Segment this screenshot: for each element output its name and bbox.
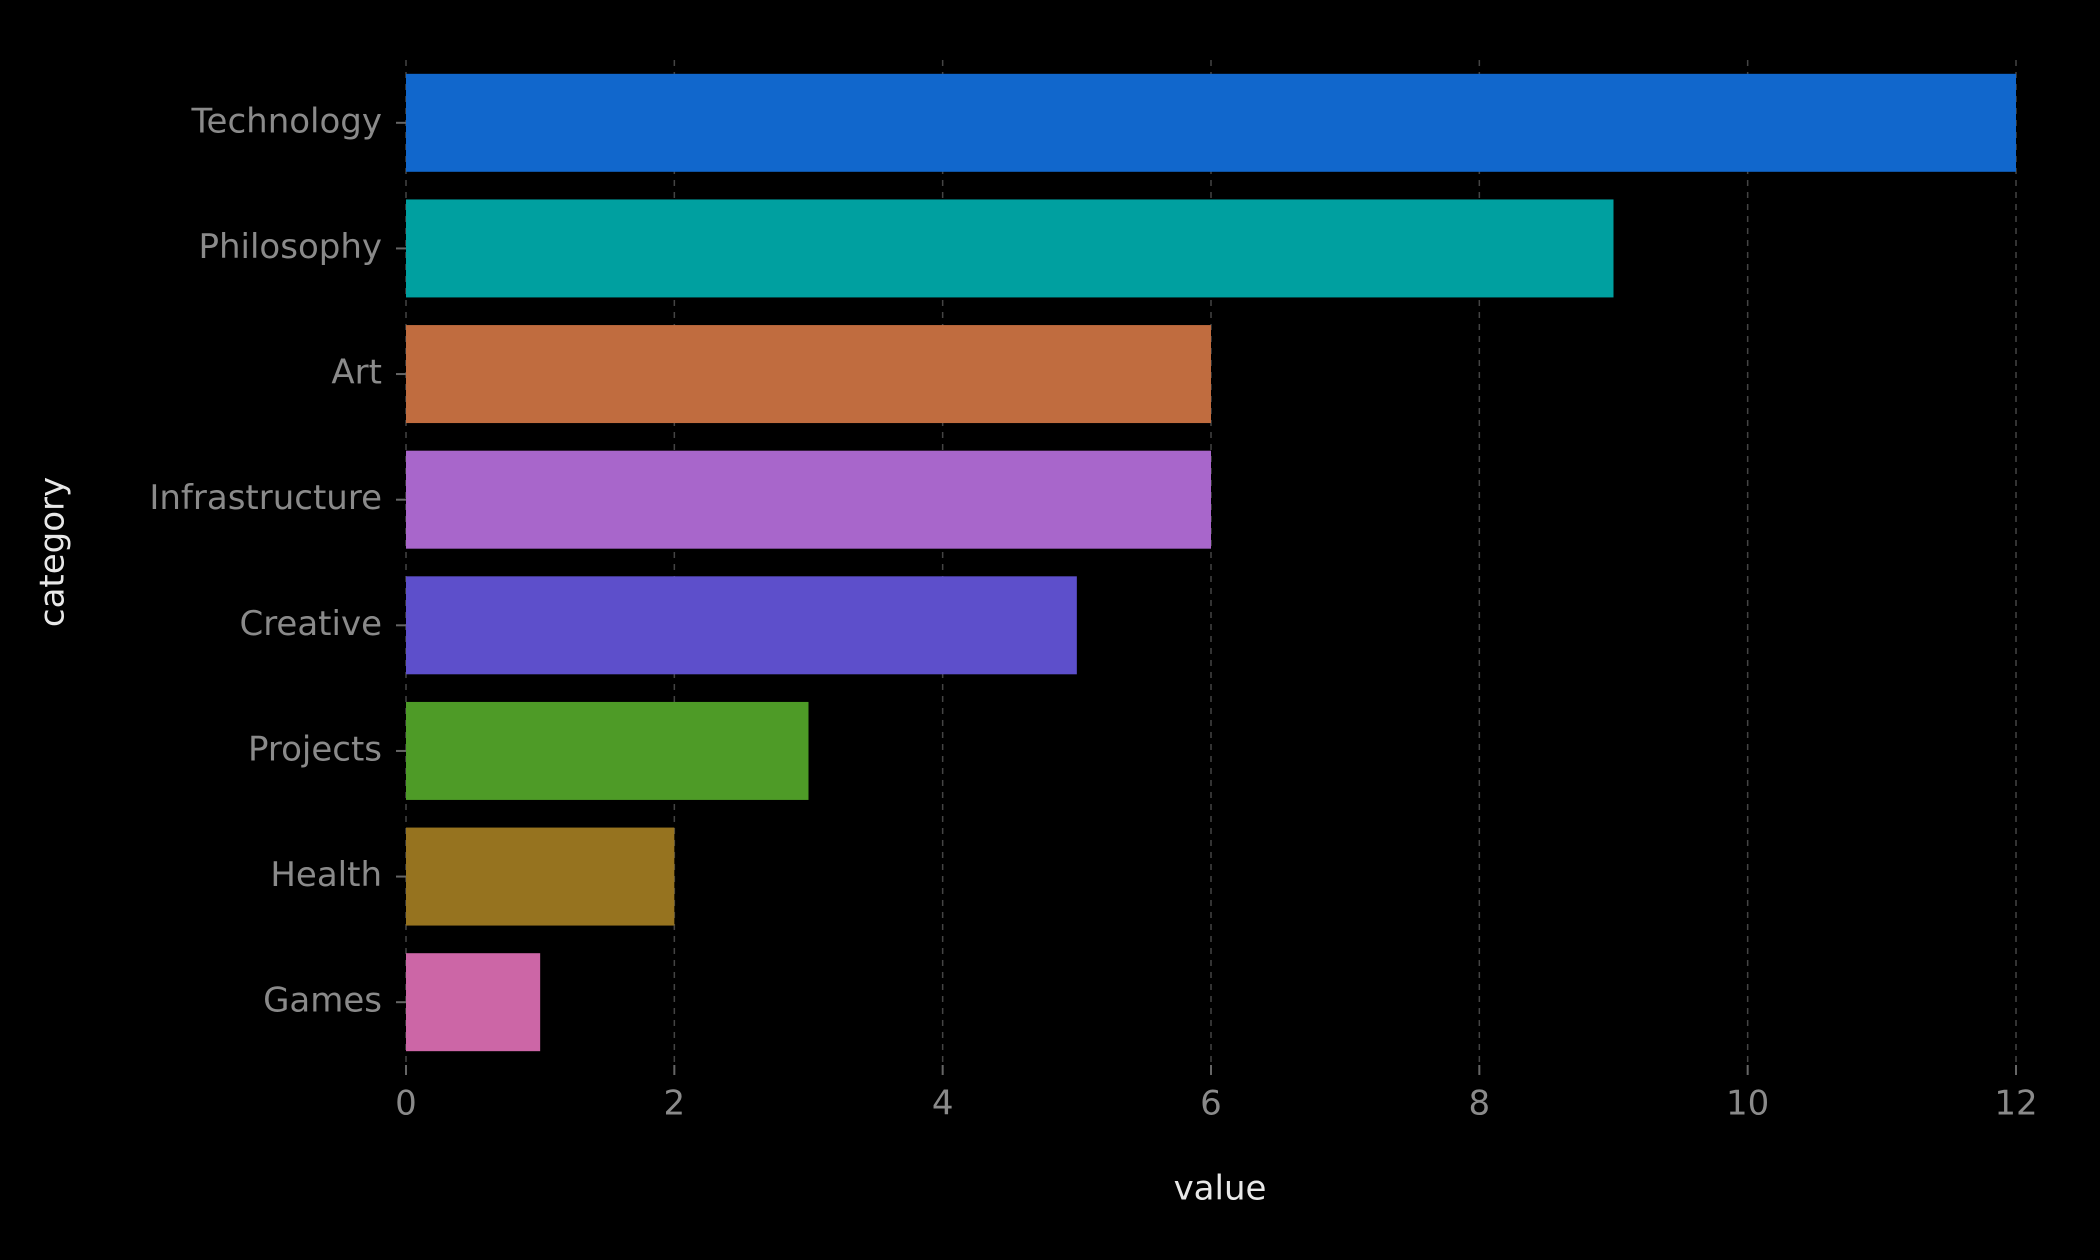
x-tick-label: 4 <box>932 1084 954 1124</box>
x-tick-label: 6 <box>1200 1084 1222 1124</box>
y-tick-label: Creative <box>239 604 382 644</box>
y-axis-title: category <box>33 477 73 627</box>
y-tick-label: Technology <box>191 101 382 141</box>
x-tick-label: 12 <box>1994 1084 2037 1124</box>
bar <box>406 827 675 926</box>
x-tick-label: 0 <box>395 1084 417 1124</box>
bar <box>406 450 1211 549</box>
x-tick-label: 2 <box>664 1084 686 1124</box>
bar <box>406 701 809 800</box>
y-tick-label: Projects <box>248 729 382 769</box>
bar <box>406 953 541 1052</box>
x-tick-label: 10 <box>1726 1084 1769 1124</box>
y-tick-label: Games <box>263 981 382 1021</box>
bar <box>406 199 1614 298</box>
bar <box>406 325 1211 424</box>
x-tick-label: 8 <box>1469 1084 1491 1124</box>
y-tick-label: Art <box>331 353 382 393</box>
y-tick-label: Health <box>270 855 382 895</box>
x-axis-title: value <box>1174 1169 1267 1209</box>
y-tick-label: Infrastructure <box>149 478 382 518</box>
y-tick-label: Philosophy <box>198 227 382 267</box>
bar <box>406 73 2016 172</box>
bar <box>406 576 1077 675</box>
